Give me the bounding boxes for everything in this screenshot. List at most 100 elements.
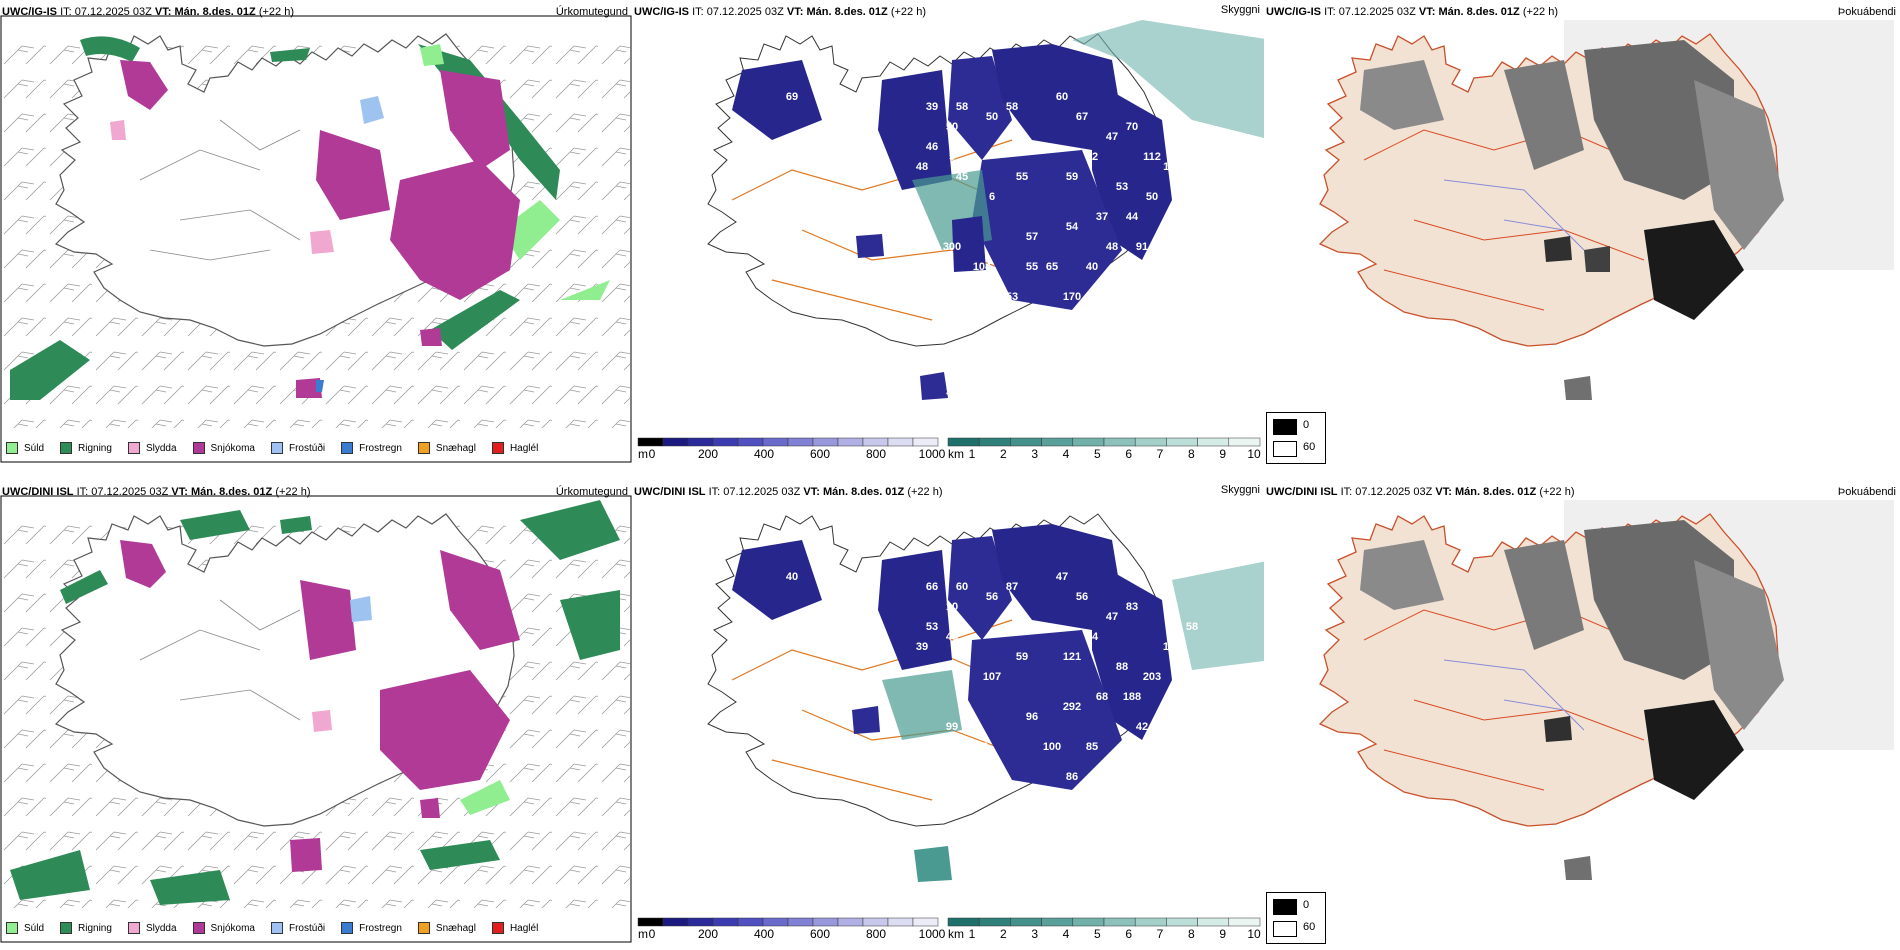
legend-item: Haglél xyxy=(491,442,538,454)
visibility-value-label: 52 xyxy=(1146,811,1158,823)
legend-label: Súld xyxy=(24,922,45,934)
visibility-value-label: 56 xyxy=(986,591,998,603)
precip-header: UWC/DINI ISL IT: 07.12.2025 03Z VT: Mán.… xyxy=(2,486,311,498)
visibility-value-label: 58 xyxy=(956,101,968,113)
legend-label: Slydda xyxy=(145,442,177,454)
visibility-value-label: 99 xyxy=(946,721,958,733)
visibility-value-label: 59 xyxy=(1016,651,1028,663)
precip-legend: Súld Rigning Slydda Snjókoma Frostúði Fr… xyxy=(6,439,554,457)
visibility-panel: 40 42 54 61 64 66 60 10 53 39 43 56 53 107 59 87 47 56 47 8… xyxy=(632,480,1264,950)
legend-label: Súld xyxy=(24,442,45,454)
visibility-scale-tick: 4 xyxy=(1063,927,1070,941)
precip-header: UWC/IG-IS IT: 07.12.2025 03Z VT: Mán. 8.… xyxy=(2,6,294,18)
legend-item: Frostúði xyxy=(270,922,325,934)
legend-swatch xyxy=(341,922,354,934)
visibility-scale-tick: 6 xyxy=(1125,447,1132,461)
it-value: 07.12.2025 03Z xyxy=(1355,486,1433,498)
height-scale-swatch xyxy=(887,437,914,447)
visibility-value-label: 88 xyxy=(976,741,988,753)
visibility-value-label: 100 xyxy=(1043,741,1061,753)
visibility-value-label: 48 xyxy=(916,161,928,173)
legend-item: Súld xyxy=(6,922,44,934)
visibility-value-label: 203 xyxy=(1143,671,1161,683)
visibility-value-label: 53 xyxy=(926,621,938,633)
model-name: UWC/IG-IS xyxy=(634,6,689,18)
vt-label: VT: xyxy=(786,6,804,18)
visibility-value-label: 10 xyxy=(766,181,778,193)
height-scale-swatch xyxy=(662,917,689,927)
visibility-value-label: 67 xyxy=(1186,241,1198,253)
fog-title: Þokuábendi xyxy=(1837,486,1896,498)
vt-value: Mán. 8.des. 01Z xyxy=(190,486,273,498)
height-scale-swatch xyxy=(762,917,789,927)
height-scale-swatch xyxy=(887,917,914,927)
height-scale-swatch xyxy=(637,917,664,927)
fog-legend: 0 60 xyxy=(1266,892,1326,944)
visibility-value-label: 55 xyxy=(1016,171,1028,183)
visibility-header: UWC/IG-IS IT: 07.12.2025 03Z VT: Mán. 8.… xyxy=(634,6,926,18)
height-scale-swatch xyxy=(912,917,939,927)
visibility-value-label: 65 xyxy=(1046,261,1058,273)
it-value: 07.12.2025 03Z xyxy=(1338,6,1416,18)
visibility-value-label: 170 xyxy=(1063,291,1081,303)
visibility-value-label: 88 xyxy=(756,141,768,153)
height-scale-tick: 800 xyxy=(866,927,886,941)
fog-map xyxy=(1319,20,1894,400)
visibility-scale-swatch xyxy=(1072,917,1105,927)
visibility-scale-tick: 8 xyxy=(1188,927,1195,941)
legend-swatch xyxy=(192,442,205,454)
height-scale-tick: 600 xyxy=(810,927,830,941)
visibility-value-label: 58 xyxy=(1006,101,1018,113)
vt-value: Mán. 8.des. 01Z xyxy=(822,486,905,498)
visibility-scale-swatch xyxy=(1134,917,1167,927)
visibility-value-label: 53 xyxy=(956,651,968,663)
height-scale-tick: 1000 xyxy=(919,927,946,941)
legend-label: Snjókoma xyxy=(210,922,255,934)
legend-item: Rigning xyxy=(60,922,112,934)
visibility-value-label: 68 xyxy=(1096,691,1108,703)
height-scale-tick: 800 xyxy=(866,447,886,461)
height-scale: m 0 200 400 600 800 1000 xyxy=(637,917,946,941)
visibility-value-label: 121 xyxy=(1063,651,1081,663)
visibility-value-label: 61 xyxy=(766,661,778,673)
it-value: 07.12.2025 03Z xyxy=(74,6,152,18)
visibility-value-label: 53 xyxy=(1176,751,1188,763)
visibility-value-label: 43 xyxy=(1116,321,1128,333)
height-scale-unit: m xyxy=(638,927,648,941)
lead-time: (+22 h) xyxy=(907,486,943,498)
visibility-scale-swatch xyxy=(947,437,980,447)
height-scale-tick: 400 xyxy=(754,447,774,461)
it-label: IT: xyxy=(1340,486,1353,498)
visibility-scale-tick: 10 xyxy=(1247,447,1261,461)
it-value: 07.12.2025 03Z xyxy=(723,486,801,498)
visibility-value-label: 56 xyxy=(1076,591,1088,603)
fog-title: Þokuábendi xyxy=(1837,6,1896,18)
visibility-value-label: 56 xyxy=(1026,791,1038,803)
legend-swatch xyxy=(60,922,73,934)
visibility-value-label: 47 xyxy=(1106,131,1118,143)
legend-item: Snæhagl xyxy=(417,442,476,454)
legend-swatch xyxy=(417,442,430,454)
visibility-value-label: 59 xyxy=(1066,171,1078,183)
visibility-value-label: 8 xyxy=(1109,291,1115,303)
visibility-scale-tick: 9 xyxy=(1219,447,1226,461)
visibility-value-label: 54 xyxy=(796,631,809,643)
visibility-value-label: 53 xyxy=(1116,181,1128,193)
visibility-value-label: 104 xyxy=(973,261,992,273)
visibility-value-label: 58 xyxy=(1186,621,1198,633)
visibility-value-label: 47 xyxy=(1056,571,1068,583)
height-scale-swatch xyxy=(812,437,839,447)
fog-panel: UWC/DINI ISL IT: 07.12.2025 03Z VT: Mán.… xyxy=(1264,480,1900,950)
vt-value: Mán. 8.des. 01Z xyxy=(174,6,256,18)
legend-item: Rigning xyxy=(60,442,112,454)
legend-label: Frostregn xyxy=(359,442,402,454)
visibility-value-label: 83 xyxy=(1186,291,1198,303)
visibility-value-label: 24 xyxy=(1116,801,1129,813)
visibility-value-label: 145 xyxy=(1073,321,1091,333)
vt-label: VT: xyxy=(154,6,172,18)
visibility-value-label: 50 xyxy=(1146,191,1158,203)
height-scale-swatch xyxy=(637,437,664,447)
legend-item: Slydda xyxy=(127,922,177,934)
visibility-value-label: 42 xyxy=(1136,721,1148,733)
visibility-scale-swatch xyxy=(978,917,1011,927)
